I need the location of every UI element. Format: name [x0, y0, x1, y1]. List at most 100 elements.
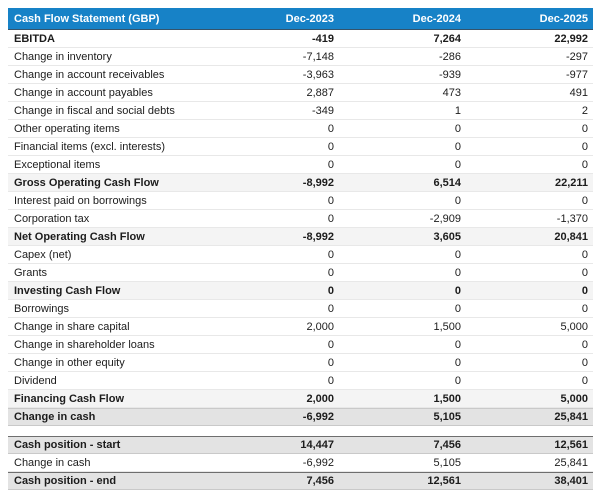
row-label: Dividend: [14, 374, 57, 387]
row-label: Change in account payables: [14, 86, 153, 99]
cell-value: 5,000: [560, 392, 588, 405]
cell-value: 0: [581, 284, 588, 297]
cell-value: -286: [438, 50, 461, 63]
cell-value: 0: [327, 302, 334, 315]
cell-value: -2,909: [429, 212, 461, 225]
cell-value: 0: [454, 140, 461, 153]
cell-value: -8,992: [302, 230, 334, 243]
cell-value: 0: [327, 338, 334, 351]
row-label: Gross Operating Cash Flow: [14, 176, 159, 189]
row-label: Interest paid on borrowings: [14, 194, 147, 207]
table-row: Borrowings 0 0 0: [8, 300, 593, 318]
cell-value: 0: [581, 356, 588, 369]
cell-value: 0: [581, 158, 588, 171]
cell-value: 0: [454, 248, 461, 261]
table-row: Change in account payables 2,887 473 491: [8, 84, 593, 102]
cell-value: 5,105: [433, 456, 461, 469]
table-row: Investing Cash Flow 0 0 0: [8, 282, 593, 300]
table-row: Grants 0 0 0: [8, 264, 593, 282]
cell-value: 2,000: [306, 320, 334, 333]
cell-value: 7,456: [433, 439, 461, 451]
table-row: Change in shareholder loans 0 0 0: [8, 336, 593, 354]
row-label: Borrowings: [14, 302, 70, 315]
cell-value: 0: [327, 194, 334, 207]
table-row: Change in cash -6,992 5,105 25,841: [8, 454, 593, 472]
cell-value: 0: [454, 158, 461, 171]
table-row: Change in fiscal and social debts -349 1 2: [8, 102, 593, 120]
cell-value: 0: [327, 284, 334, 297]
cell-value: 2: [581, 104, 588, 117]
row-label: Financial items (excl. interests): [14, 140, 165, 153]
row-label: Other operating items: [14, 122, 120, 135]
table-row: Exceptional items 0 0 0: [8, 156, 593, 174]
cell-value: 12,561: [427, 475, 461, 487]
cell-value: 0: [327, 374, 334, 387]
row-label: Change in share capital: [14, 320, 130, 333]
cell-value: 5,105: [433, 411, 461, 423]
row-label: Change in other equity: [14, 356, 125, 369]
table-row: Capex (net) 0 0 0: [8, 246, 593, 264]
cell-value: 2,000: [306, 392, 334, 405]
cell-value: -419: [311, 32, 334, 45]
table-row: Financing Cash Flow 2,000 1,500 5,000: [8, 390, 593, 408]
cell-value: 38,401: [554, 475, 588, 487]
cell-value: 14,447: [300, 439, 334, 451]
row-label: Financing Cash Flow: [14, 392, 125, 405]
row-label: Exceptional items: [14, 158, 101, 171]
cell-value: -1,370: [556, 212, 588, 225]
cell-value: 6,514: [433, 176, 461, 189]
cell-value: 0: [454, 356, 461, 369]
table-title: Cash Flow Statement (GBP): [14, 12, 160, 25]
header-col: Dec-2023: [285, 12, 334, 25]
cell-value: 0: [581, 302, 588, 315]
cell-value: 7,264: [433, 32, 461, 45]
row-label: Change in inventory: [14, 50, 112, 63]
table-row: Change in cash -6,992 5,105 25,841: [8, 408, 593, 426]
cell-value: 0: [581, 374, 588, 387]
cell-value: -977: [565, 68, 588, 81]
cell-value: -6,992: [302, 411, 334, 423]
cell-value: 0: [327, 212, 334, 225]
row-label: EBITDA: [14, 32, 55, 45]
cell-value: 5,000: [560, 320, 588, 333]
cell-value: -939: [438, 68, 461, 81]
cell-value: 1: [454, 104, 461, 117]
cell-value: 25,841: [554, 411, 588, 423]
table-row: EBITDA -419 7,264 22,992: [8, 30, 593, 48]
cell-value: 0: [454, 122, 461, 135]
cell-value: 0: [581, 122, 588, 135]
cell-value: 0: [327, 266, 334, 279]
cell-value: 12,561: [554, 439, 588, 451]
cell-value: 0: [454, 302, 461, 315]
cell-value: 0: [454, 194, 461, 207]
cell-value: -8,992: [302, 176, 334, 189]
cell-value: 7,456: [306, 475, 334, 487]
table-row: Change in inventory -7,148 -286 -297: [8, 48, 593, 66]
cell-value: 25,841: [554, 456, 588, 469]
cell-value: 3,605: [433, 230, 461, 243]
cell-value: 0: [581, 266, 588, 279]
section-gap: [8, 426, 593, 436]
table-row: Other operating items 0 0 0: [8, 120, 593, 138]
table-row: Cash position - start 14,447 7,456 12,561: [8, 436, 593, 454]
row-label: Change in fiscal and social debts: [14, 104, 175, 117]
cell-value: 0: [581, 338, 588, 351]
cell-value: 22,992: [554, 32, 588, 45]
row-label: Cash position - end: [14, 475, 117, 487]
row-label: Corporation tax: [14, 212, 90, 225]
cell-value: 491: [569, 86, 588, 99]
table-row: Interest paid on borrowings 0 0 0: [8, 192, 593, 210]
cell-value: -6,992: [302, 456, 334, 469]
table-row: Cash position - end 7,456 12,561 38,401: [8, 472, 593, 490]
cell-value: 0: [327, 356, 334, 369]
row-label: Net Operating Cash Flow: [14, 230, 145, 243]
row-label: Capex (net): [14, 248, 72, 261]
cell-value: 0: [327, 140, 334, 153]
cell-value: 0: [327, 248, 334, 261]
row-label: Change in shareholder loans: [14, 338, 155, 351]
table-row: Net Operating Cash Flow -8,992 3,605 20,841: [8, 228, 593, 246]
row-label: Grants: [14, 266, 48, 279]
row-label: Investing Cash Flow: [14, 284, 121, 297]
cell-value: 0: [454, 374, 461, 387]
table-footer: Cash position - start 14,447 7,456 12,561 Ch…: [8, 436, 593, 490]
